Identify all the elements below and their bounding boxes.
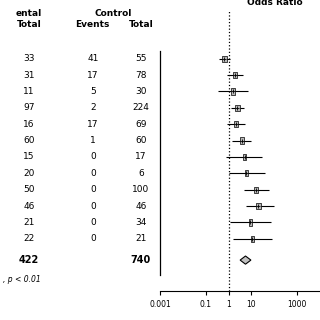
- Text: 0: 0: [90, 169, 96, 178]
- Text: 0: 0: [90, 218, 96, 227]
- Bar: [243, 154, 246, 160]
- Text: Total: Total: [16, 20, 41, 29]
- Polygon shape: [240, 256, 251, 264]
- Text: 15: 15: [23, 152, 35, 162]
- Text: 0: 0: [90, 234, 96, 243]
- Text: 17: 17: [135, 152, 147, 162]
- Bar: [231, 88, 235, 95]
- Text: 46: 46: [135, 202, 147, 211]
- Text: 0: 0: [90, 202, 96, 211]
- Text: 422: 422: [19, 255, 39, 265]
- Text: 97: 97: [23, 103, 35, 112]
- Text: 50: 50: [23, 185, 35, 194]
- Bar: [249, 219, 252, 226]
- Text: 16: 16: [23, 120, 35, 129]
- Text: 31: 31: [23, 71, 35, 80]
- Bar: [235, 105, 240, 111]
- Text: 6: 6: [138, 169, 144, 178]
- Text: 0: 0: [90, 185, 96, 194]
- Text: Events: Events: [76, 20, 110, 29]
- Text: 33: 33: [23, 54, 35, 63]
- Text: 22: 22: [23, 234, 35, 243]
- Text: 17: 17: [87, 71, 99, 80]
- Text: 740: 740: [131, 255, 151, 265]
- Text: Total: Total: [128, 20, 153, 29]
- Text: 0: 0: [90, 152, 96, 162]
- Text: 30: 30: [135, 87, 147, 96]
- Bar: [254, 187, 258, 193]
- Text: , p < 0.01: , p < 0.01: [3, 275, 41, 284]
- Bar: [233, 72, 237, 78]
- Text: 100: 100: [132, 185, 149, 194]
- Bar: [251, 236, 254, 242]
- Text: 5: 5: [90, 87, 96, 96]
- Text: 1: 1: [90, 136, 96, 145]
- Bar: [245, 170, 248, 176]
- Text: 224: 224: [132, 103, 149, 112]
- Text: 20: 20: [23, 169, 35, 178]
- Text: 41: 41: [87, 54, 99, 63]
- Text: 21: 21: [23, 218, 35, 227]
- Text: 78: 78: [135, 71, 147, 80]
- Bar: [221, 56, 227, 62]
- Text: 34: 34: [135, 218, 147, 227]
- Text: 46: 46: [23, 202, 35, 211]
- Text: ental: ental: [16, 9, 42, 18]
- Bar: [256, 203, 260, 209]
- Text: 60: 60: [135, 136, 147, 145]
- Text: 11: 11: [23, 87, 35, 96]
- Text: 21: 21: [135, 234, 147, 243]
- Text: 55: 55: [135, 54, 147, 63]
- Text: 17: 17: [87, 120, 99, 129]
- Text: Control: Control: [95, 9, 132, 18]
- Bar: [240, 138, 244, 144]
- Text: 60: 60: [23, 136, 35, 145]
- Text: Odds Ratio: Odds Ratio: [247, 0, 303, 7]
- Text: 2: 2: [90, 103, 96, 112]
- Text: 69: 69: [135, 120, 147, 129]
- Bar: [234, 121, 238, 127]
